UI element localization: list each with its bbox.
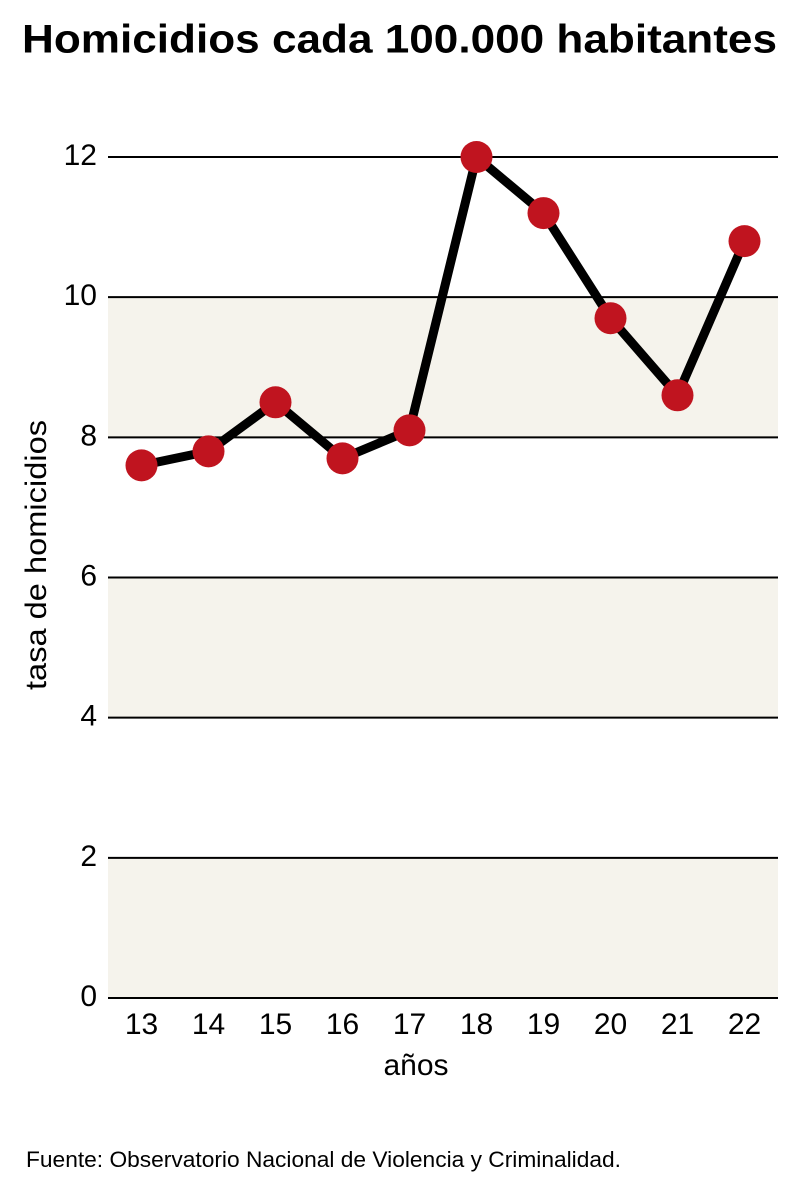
background-band (108, 857, 778, 998)
data-point (393, 414, 426, 447)
x-tick-label: 17 (393, 1008, 426, 1041)
x-tick-label: 13 (125, 1008, 158, 1041)
source-note: Fuente: Observatorio Nacional de Violenc… (26, 1147, 621, 1172)
background-band (108, 577, 778, 718)
x-tick-label: 19 (527, 1008, 560, 1041)
data-point (527, 197, 560, 230)
y-axis-label: tasa de homicidios (20, 420, 53, 690)
data-point (192, 435, 225, 468)
x-axis-label: años (383, 1049, 448, 1082)
chart-title: Homicidios cada 100.000 habitantes (22, 18, 777, 62)
data-point (125, 449, 158, 482)
data-point (259, 386, 292, 419)
data-point (661, 379, 694, 412)
y-tick-label: 2 (80, 840, 97, 873)
x-tick-label: 14 (192, 1008, 225, 1041)
data-point (728, 225, 761, 258)
y-tick-label: 12 (64, 139, 97, 172)
x-tick-label: 15 (259, 1008, 292, 1041)
data-point (460, 141, 493, 173)
x-tick-label: 22 (728, 1008, 761, 1041)
y-tick-label: 0 (80, 980, 97, 1013)
x-tick-label: 16 (326, 1008, 359, 1041)
x-tick-label: 21 (661, 1008, 694, 1041)
y-tick-label: 8 (80, 419, 97, 452)
background-band (108, 297, 778, 438)
y-tick-label: 6 (80, 559, 97, 592)
y-tick-label: 4 (80, 700, 97, 733)
y-tick-label: 10 (64, 279, 97, 312)
data-line (140, 152, 749, 470)
x-tick-label: 20 (594, 1008, 627, 1041)
x-tick-label: 18 (460, 1008, 493, 1041)
data-point (326, 442, 359, 475)
data-point (594, 302, 627, 335)
